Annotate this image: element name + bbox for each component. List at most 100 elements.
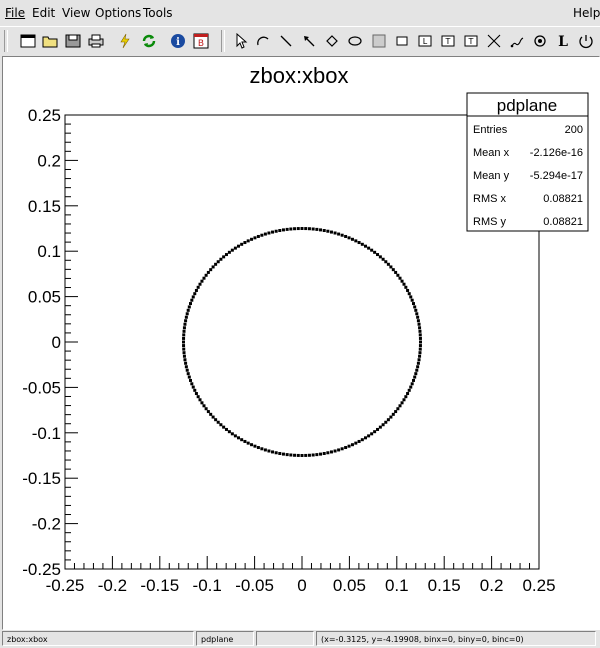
graph-cut-icon[interactable] — [483, 30, 505, 52]
data-point — [182, 354, 186, 358]
editor-icon[interactable] — [575, 30, 597, 52]
data-point — [417, 358, 421, 362]
line-icon[interactable] — [275, 30, 297, 52]
data-point — [189, 302, 193, 306]
data-point — [354, 239, 358, 243]
menu-options[interactable]: Options — [95, 6, 141, 20]
x-tick-label: -0.25 — [46, 576, 85, 595]
save-icon[interactable] — [62, 30, 84, 52]
data-point — [296, 453, 300, 457]
data-point — [415, 368, 419, 372]
menu-bar: File Edit View Options Tools Help — [0, 0, 600, 24]
data-point — [183, 322, 187, 326]
data-point — [407, 292, 411, 296]
data-point — [322, 451, 326, 455]
marker-icon[interactable] — [529, 30, 551, 52]
data-point — [402, 282, 406, 286]
data-point — [230, 432, 234, 436]
data-point — [300, 454, 304, 457]
data-point — [190, 382, 194, 386]
browser-icon[interactable]: B — [190, 30, 212, 52]
arc-icon[interactable] — [252, 30, 274, 52]
data-point — [256, 446, 260, 450]
data-point — [267, 231, 271, 235]
y-tick-label: -0.25 — [22, 560, 61, 579]
info-icon[interactable]: i — [167, 30, 189, 52]
menu-view[interactable]: View — [62, 6, 90, 20]
pave-icon[interactable] — [391, 30, 413, 52]
latex-icon[interactable]: L — [552, 30, 574, 52]
stats-row-label: Mean x — [473, 147, 510, 159]
menu-help[interactable]: Help — [573, 6, 600, 20]
data-point — [413, 305, 417, 309]
x-tick-label: 0.25 — [522, 576, 555, 595]
data-point — [200, 279, 204, 283]
stats-row-value: 200 — [565, 124, 583, 136]
menu-edit[interactable]: Edit — [32, 6, 55, 20]
data-point — [240, 242, 244, 246]
lightning-icon[interactable] — [114, 30, 136, 52]
data-point — [418, 351, 422, 355]
data-point — [285, 227, 289, 231]
svg-text:i: i — [176, 37, 180, 48]
print-icon[interactable] — [85, 30, 107, 52]
data-point — [304, 227, 308, 231]
x-tick-label: -0.05 — [235, 576, 274, 595]
data-point — [357, 439, 361, 443]
data-point — [185, 368, 189, 372]
data-point — [214, 262, 218, 266]
diamond-icon[interactable] — [321, 30, 343, 52]
stats-box[interactable]: pdplane Entries 200 Mean x -2.126e-16 Mean y… — [466, 92, 589, 232]
data-point — [182, 336, 186, 340]
data-point — [227, 250, 231, 254]
text-icon[interactable]: T — [460, 30, 482, 52]
data-point — [315, 227, 319, 231]
data-point — [219, 423, 223, 427]
refresh-icon[interactable] — [138, 30, 160, 52]
data-point — [224, 427, 228, 431]
curly-arc-icon[interactable] — [506, 30, 528, 52]
pointer-icon[interactable] — [230, 30, 252, 52]
data-point — [187, 305, 191, 309]
pad-icon[interactable] — [368, 30, 390, 52]
data-point — [370, 432, 374, 436]
data-point — [281, 452, 285, 456]
x-tick-label: 0 — [297, 576, 306, 595]
canvas-frame[interactable]: zbox:xbox -0.25 -0.2 -0.15 -0.1 -0.05 0 0.05 0.… — [2, 56, 600, 630]
data-point — [319, 228, 323, 232]
new-canvas-icon[interactable] — [17, 30, 39, 52]
arrow-icon[interactable] — [298, 30, 320, 52]
data-point — [211, 415, 215, 419]
data-point — [407, 388, 411, 392]
menu-tools[interactable]: Tools — [143, 6, 173, 20]
data-point — [333, 449, 337, 453]
data-point — [230, 248, 234, 252]
data-point — [182, 326, 186, 330]
data-point — [233, 246, 237, 250]
data-point — [253, 444, 257, 448]
x-tick-label: 0.1 — [385, 576, 409, 595]
data-point — [243, 439, 247, 443]
ellipse-icon[interactable] — [344, 30, 366, 52]
x-axis: -0.25 -0.2 -0.15 -0.1 -0.05 0 0.05 0.1 0.15 0.2 0.… — [46, 556, 556, 595]
data-point — [250, 237, 254, 241]
pavetext-label-icon[interactable]: L — [414, 30, 436, 52]
data-point — [326, 451, 330, 455]
data-point — [278, 229, 282, 233]
menu-file[interactable]: File — [5, 6, 25, 20]
data-point — [347, 444, 351, 448]
menu-help-label: Help — [573, 6, 600, 20]
open-folder-icon[interactable] — [39, 30, 61, 52]
pavestext-icon[interactable]: T — [437, 30, 459, 52]
data-point — [182, 351, 186, 355]
data-point — [322, 229, 326, 233]
plot-canvas[interactable]: zbox:xbox -0.25 -0.2 -0.15 -0.1 -0.05 0 0.05 0.… — [3, 57, 599, 629]
data-point — [206, 270, 210, 274]
y-tick-label: -0.05 — [22, 378, 61, 397]
data-point — [384, 260, 388, 264]
status-info — [256, 631, 314, 646]
data-point — [418, 354, 422, 358]
data-point — [246, 441, 250, 445]
data-point — [418, 326, 422, 330]
y-tick-label: -0.2 — [32, 515, 61, 534]
